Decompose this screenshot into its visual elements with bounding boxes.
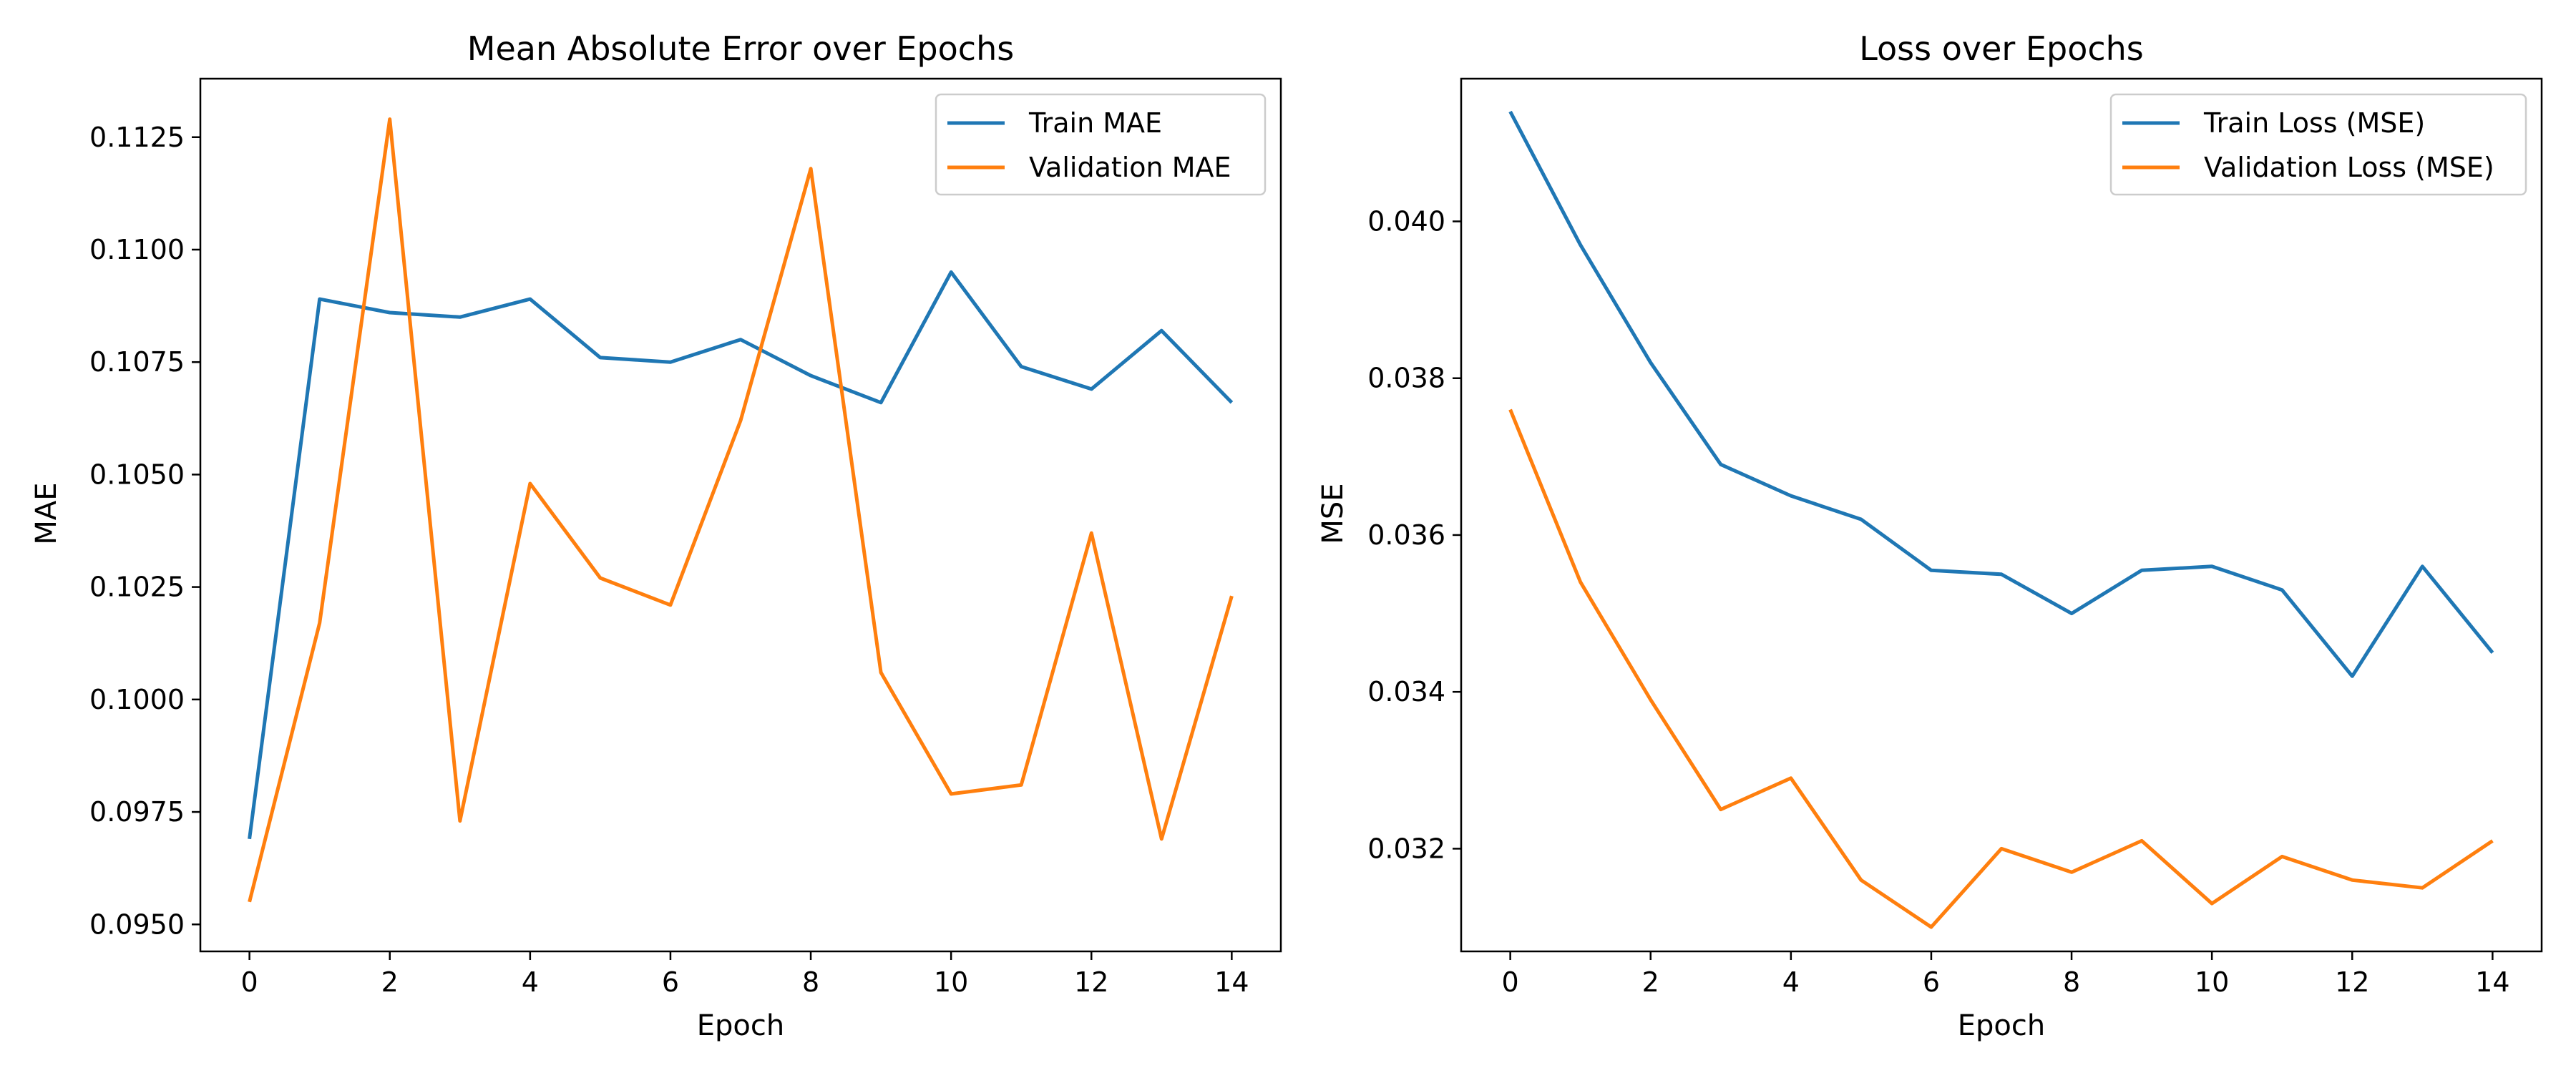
loss-x-tick-label: 8 bbox=[2063, 966, 2080, 998]
mae-x-tick-label: 6 bbox=[662, 966, 679, 998]
loss-chart: Loss over Epochs Epoch MSE 0 2 4 6 8 10 12 14 0.… bbox=[1317, 29, 2543, 1042]
loss-legend-box bbox=[2109, 93, 2527, 196]
loss-legend: Train Loss (MSE) Validation Loss (MSE) bbox=[2109, 93, 2527, 196]
mae-x-tick-label: 4 bbox=[522, 966, 539, 998]
mae-x-axis-label: Epoch bbox=[697, 1009, 784, 1042]
loss-x-tick-label: 14 bbox=[2475, 966, 2509, 998]
mae-x-tick-label: 0 bbox=[241, 966, 258, 998]
mae-plot-frame bbox=[199, 77, 1282, 953]
loss-legend-label-train: Train Loss (MSE) bbox=[2203, 107, 2425, 139]
mae-y-tick-label: 0.1075 bbox=[89, 346, 185, 378]
loss-x-tick-label: 2 bbox=[1642, 966, 1659, 998]
mae-legend-box bbox=[935, 93, 1267, 196]
loss-y-tick-label: 0.040 bbox=[1367, 205, 1445, 237]
loss-x-axis-label: Epoch bbox=[1958, 1009, 2045, 1042]
mae-y-axis-label: MAE bbox=[30, 482, 63, 544]
mae-y-tick-label: 0.1100 bbox=[89, 234, 185, 265]
mae-legend: Train MAE Validation MAE bbox=[935, 93, 1267, 196]
mae-y-tick-label: 0.1125 bbox=[89, 122, 185, 153]
loss-x-tick-label: 4 bbox=[1782, 966, 1800, 998]
mae-y-tick-label: 0.0975 bbox=[89, 796, 185, 828]
mae-chart: Mean Absolute Error over Epochs Epoch MA… bbox=[30, 29, 1282, 1042]
loss-x-tick-label: 12 bbox=[2335, 966, 2369, 998]
loss-y-tick-label: 0.036 bbox=[1367, 519, 1445, 551]
loss-plot-frame bbox=[1460, 77, 2543, 953]
mae-y-tick-label: 0.0950 bbox=[89, 908, 185, 940]
mae-y-tick-label: 0.1050 bbox=[89, 459, 185, 490]
mae-legend-label-train: Train MAE bbox=[1028, 107, 1162, 139]
mae-chart-title: Mean Absolute Error over Epochs bbox=[467, 29, 1014, 68]
loss-x-tick-label: 6 bbox=[1923, 966, 1940, 998]
loss-y-axis-label: MSE bbox=[1317, 483, 1350, 544]
mae-series-line-train bbox=[248, 270, 1234, 840]
mae-x-tick-label: 14 bbox=[1214, 966, 1249, 998]
loss-x-tick-label: 0 bbox=[1502, 966, 1519, 998]
loss-x-tick-label: 10 bbox=[2195, 966, 2229, 998]
mae-x-tick-label: 12 bbox=[1074, 966, 1108, 998]
mae-x-tick-label: 2 bbox=[381, 966, 399, 998]
loss-series-line-validation bbox=[1508, 408, 2494, 929]
loss-y-tick-label: 0.038 bbox=[1367, 363, 1445, 394]
mae-y-tick-label: 0.1000 bbox=[89, 684, 185, 715]
mae-x-tick-label: 8 bbox=[802, 966, 819, 998]
loss-y-tick-label: 0.034 bbox=[1367, 676, 1445, 707]
mae-x-tick-label: 10 bbox=[934, 966, 968, 998]
mae-y-tick-label: 0.1025 bbox=[89, 572, 185, 603]
mae-series-line-validation bbox=[248, 117, 1234, 903]
loss-chart-title: Loss over Epochs bbox=[1859, 29, 2144, 68]
loss-series-line-train bbox=[1508, 110, 2494, 678]
loss-legend-label-validation: Validation Loss (MSE) bbox=[2204, 152, 2494, 183]
loss-y-tick-label: 0.032 bbox=[1367, 833, 1445, 864]
mae-legend-label-validation: Validation MAE bbox=[1029, 152, 1231, 183]
